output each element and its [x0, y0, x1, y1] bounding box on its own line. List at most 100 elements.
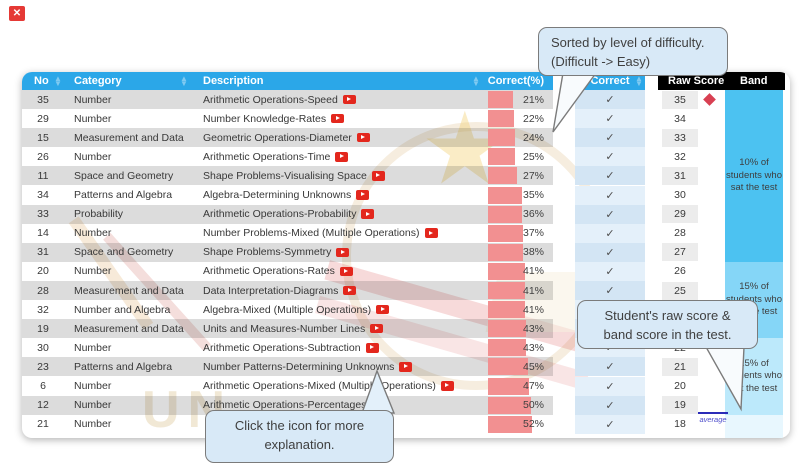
callout-text: band score in the test. — [603, 326, 732, 342]
correct-pct-bar — [488, 282, 525, 299]
table-row[interactable]: 35 Number Arithmetic Operations-Speed 21% ✓ 3… — [22, 90, 790, 110]
video-icon[interactable] — [370, 323, 384, 334]
sort-icon[interactable]: ▲ ▼ — [54, 74, 62, 88]
cell-description: Algebra-Mixed (Multiple Operations) — [203, 300, 390, 319]
cell-category: Number — [74, 265, 112, 278]
cell-description: Arithmetic Operations-Speed — [203, 90, 356, 109]
correct-pct-bar — [488, 358, 528, 376]
raw-score-value: 27 — [662, 243, 698, 262]
video-icon[interactable] — [331, 113, 345, 124]
table-row[interactable]: 23 Patterns and Algebra Number Patterns-De… — [22, 357, 790, 377]
description-text: Arithmetic Operations-Time — [203, 150, 331, 163]
close-icon[interactable]: ✕ — [9, 6, 25, 21]
table-row[interactable]: 28 Measurement and Data Data Interpretatio… — [22, 281, 790, 301]
correct-pct-bar — [488, 186, 522, 204]
video-icon[interactable] — [356, 190, 370, 200]
correct-pct-bar — [488, 243, 523, 261]
sort-icon[interactable]: ▲ ▼ — [635, 74, 643, 88]
video-icon[interactable] — [342, 94, 356, 105]
table-row[interactable]: 20 Number Arithmetic Operations-Rates 41% ✓ 2… — [22, 261, 790, 281]
cell-correct-pct: 38% — [522, 246, 544, 259]
raw-score-value: 21 — [662, 357, 698, 376]
column-header-category[interactable]: Category — [74, 75, 122, 87]
table-row[interactable]: 15 Measurement and Data Geometric Operatio… — [22, 128, 790, 148]
video-icon[interactable] — [371, 400, 385, 410]
raw-score-value: 34 — [674, 112, 686, 125]
raw-score-value: 31 — [662, 166, 698, 185]
callout-raw-score-band: Student's raw score & band score in the … — [577, 300, 758, 349]
cell-description: Shape Problems-Visualising Space — [203, 166, 385, 185]
band-label: 10% of students who sat the test — [726, 157, 782, 194]
raw-score-value: 19 — [662, 396, 698, 415]
table-row[interactable]: 29 Number Number Knowledge-Rates 22% ✓ 34 — [22, 109, 790, 129]
table-row[interactable]: 11 Space and Geometry Shape Problems-Visua… — [22, 166, 790, 186]
raw-score-value: 28 — [674, 227, 686, 240]
cell-correct-checkmark: ✓ — [575, 242, 645, 262]
callout-text: explanation. — [264, 436, 335, 452]
table-row[interactable]: 21 Number 52% ✓ 18 — [22, 414, 790, 434]
video-icon[interactable] — [336, 247, 350, 258]
average-label: average — [699, 415, 727, 424]
video-icon[interactable] — [424, 228, 438, 238]
row-stripe — [22, 242, 553, 262]
cell-description: Arithmetic Operations-Probability — [203, 205, 375, 224]
raw-score-value: 20 — [674, 380, 686, 392]
cell-description: Arithmetic Operations-Rates — [203, 262, 353, 281]
cell-correct-checkmark: ✓ — [575, 185, 645, 205]
sort-icon[interactable]: ▲ ▼ — [180, 74, 188, 88]
table-row[interactable]: 33 Probability Arithmetic Operations-Proba… — [22, 204, 790, 224]
description-text: Shape Problems-Symmetry — [203, 246, 332, 259]
video-icon[interactable] — [371, 171, 385, 181]
video-icon[interactable] — [440, 381, 454, 391]
table-row[interactable]: 31 Space and Geometry Shape Problems-Symme… — [22, 242, 790, 262]
raw-score-value: 33 — [662, 128, 698, 147]
correct-pct-bar — [488, 415, 532, 433]
cell-category: Patterns and Algebra — [74, 189, 173, 202]
video-icon[interactable] — [399, 362, 413, 372]
table-row[interactable]: 14 Number Number Problems-Mixed (Multiple … — [22, 223, 790, 243]
cell-category: Space and Geometry — [74, 169, 174, 182]
table-row[interactable]: 26 Number Arithmetic Operations-Time 25% ✓ 32 — [22, 147, 790, 167]
cell-category: Number — [74, 380, 112, 393]
cell-no: 32 — [37, 303, 49, 316]
cell-description: Arithmetic Operations-Subtraction — [203, 338, 379, 357]
video-icon[interactable] — [356, 132, 370, 143]
table-row[interactable]: 34 Patterns and Algebra Algebra-Determinin… — [22, 185, 790, 205]
video-icon[interactable] — [335, 152, 349, 162]
description-text: Arithmetic Operations-Subtraction — [203, 341, 361, 354]
results-table: ★ UN 35 Number Arithmetic Operations-Speed… — [22, 72, 790, 438]
cell-category: Space and Geometry — [74, 246, 174, 259]
cell-correct-pct: 45% — [522, 360, 544, 373]
video-icon[interactable] — [361, 209, 375, 219]
column-header-no[interactable]: No — [34, 75, 49, 87]
table-row[interactable]: 12 Number Arithmetic Operations-Percentage… — [22, 395, 790, 415]
row-stripe — [22, 357, 553, 377]
band-block: 10% of students who sat the test — [725, 90, 783, 262]
raw-score-value: 18 — [674, 418, 686, 431]
table-row[interactable]: 6 Number Arithmetic Operations-Mixed (Mult… — [22, 376, 790, 396]
cell-correct-pct: 41% — [522, 265, 544, 278]
correct-pct-bar — [488, 377, 529, 395]
video-icon[interactable] — [365, 343, 379, 353]
column-header-raw-score[interactable]: Raw Score — [668, 75, 725, 87]
cell-no: 33 — [37, 208, 49, 221]
column-header-correct-pct[interactable]: Correct(%) — [487, 75, 544, 87]
cell-category: Number — [74, 418, 112, 431]
column-header-band[interactable]: Band — [740, 75, 768, 87]
cell-correct-pct: 25% — [522, 150, 544, 163]
column-header-description[interactable]: Description — [203, 75, 264, 87]
cell-description: Arithmetic Operations-Time — [203, 147, 349, 166]
description-text: Algebra-Mixed (Multiple Operations) — [203, 303, 372, 316]
raw-score-value: 30 — [674, 189, 686, 201]
raw-score-value: 26 — [674, 265, 686, 278]
correct-pct-bar — [488, 262, 525, 280]
video-icon[interactable] — [339, 266, 353, 277]
video-icon[interactable] — [376, 304, 390, 315]
callout-sorted-by-difficulty: Sorted by level of difficulty. (Difficul… — [538, 27, 728, 76]
video-icon[interactable] — [343, 285, 357, 296]
cell-correct-pct: 43% — [522, 341, 544, 354]
cell-correct-checkmark: ✓ — [575, 90, 645, 110]
callout-text: Student's raw score & — [604, 308, 731, 323]
sort-icon[interactable]: ▲ ▼ — [472, 74, 480, 88]
